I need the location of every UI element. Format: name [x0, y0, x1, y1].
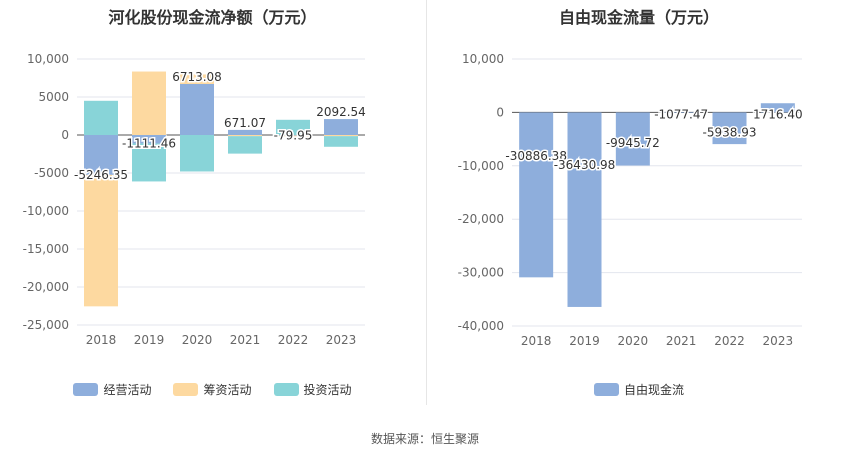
legend-item[interactable]: 筹资活动 — [173, 381, 252, 398]
bar-筹资活动 — [228, 135, 262, 137]
bar-筹资活动 — [276, 135, 310, 137]
legend-label: 自由现金流 — [623, 383, 684, 397]
y-tick-label: 0 — [61, 128, 69, 142]
data-label: -30886.38 — [505, 149, 567, 163]
free-cash-flow-chart-title: 自由现金流量（万元） — [558, 8, 719, 27]
bar-投资活动 — [132, 143, 166, 182]
y-tick-label: 10,000 — [27, 52, 69, 66]
x-tick-label: 2018 — [521, 334, 552, 348]
bar-自由现金流 — [664, 112, 699, 113]
bar-筹资活动 — [180, 74, 214, 84]
bar-投资活动 — [276, 119, 310, 135]
bar-经营活动 — [324, 119, 358, 135]
free-cash-flow-legend: 自由现金流 — [428, 381, 850, 398]
y-tick-label: 5000 — [38, 90, 69, 104]
x-tick-label: 2023 — [326, 333, 357, 347]
x-tick-label: 2022 — [278, 333, 309, 347]
y-tick-label: -30,000 — [458, 266, 504, 280]
data-label: -1111.46 — [122, 136, 176, 150]
x-tick-label: 2019 — [134, 333, 165, 347]
data-label: -9945.72 — [606, 136, 660, 150]
y-tick-label: 0 — [496, 105, 504, 119]
y-tick-label: -15,000 — [23, 242, 69, 256]
bar-投资活动 — [324, 136, 358, 147]
legend-swatch — [173, 383, 199, 396]
legend-label: 筹资活动 — [203, 383, 252, 397]
x-tick-label: 2023 — [763, 334, 794, 348]
cash-flow-chart: 10,000 5000 0 -5000 -10,000 -15,000 -20,000 -25… — [23, 52, 368, 347]
y-tick-label: -20,000 — [23, 280, 69, 294]
data-label: 1716.40 — [753, 107, 803, 121]
bar-投资活动 — [180, 135, 214, 172]
legend-swatch — [73, 383, 99, 396]
bar-自由现金流 — [712, 112, 747, 145]
bar-筹资活动 — [132, 71, 166, 135]
x-tick-label: 2021 — [230, 333, 261, 347]
data-source-note: 数据来源：恒生聚源 — [370, 432, 479, 446]
cash-flow-chart-panel: 河化股份现金流净额（万元） 10,000 5000 0 -5000 -10,000 -15… — [0, 0, 425, 400]
data-label: 671.07 — [224, 116, 266, 130]
legend-item[interactable]: 自由现金流 — [593, 381, 684, 398]
bar-经营活动 — [84, 135, 118, 175]
data-label: -5938.93 — [703, 125, 757, 139]
bar-筹资活动 — [324, 135, 358, 137]
x-tick-label: 2020 — [182, 333, 213, 347]
legend-item[interactable]: 投资活动 — [273, 381, 352, 398]
bar-经营活动 — [132, 135, 166, 144]
y-tick-label: -10,000 — [458, 159, 504, 173]
data-label: 2092.54 — [316, 105, 366, 119]
free-cash-flow-chart: 10,000 0 -10,000 -20,000 -30,000 -40,000 2018 2… — [458, 52, 804, 348]
x-tick-label: 2022 — [714, 334, 745, 348]
bar-自由现金流 — [615, 112, 650, 166]
bar-投资活动 — [228, 136, 262, 154]
y-tick-label: -40,000 — [458, 319, 504, 333]
bar-经营活动 — [228, 129, 262, 135]
legend-swatch — [593, 383, 619, 396]
bar-经营活动 — [180, 83, 214, 135]
legend-item[interactable]: 经营活动 — [73, 381, 151, 398]
y-tick-label: -10,000 — [23, 204, 69, 218]
y-tick-label: -5000 — [34, 166, 69, 180]
data-label: -36430.98 — [554, 158, 616, 172]
free-cash-flow-chart-panel: 自由现金流量（万元） 10,000 0 -10,000 -20,000 -30,000 -… — [428, 0, 850, 400]
data-label: -5246.35 — [74, 168, 128, 182]
y-tick-label: -20,000 — [458, 212, 504, 226]
cash-flow-legend: 经营活动 筹资活动 投资活动 — [0, 381, 425, 398]
bar-自由现金流 — [519, 112, 554, 278]
legend-label: 投资活动 — [303, 383, 352, 397]
panel-divider — [426, 0, 427, 405]
legend-label: 经营活动 — [103, 383, 152, 397]
x-tick-label: 2019 — [569, 334, 600, 348]
data-label: 6713.08 — [172, 70, 222, 84]
y-tick-label: 10,000 — [462, 52, 504, 66]
y-tick-label: -25,000 — [23, 318, 69, 332]
data-label: -79.95 — [274, 129, 313, 143]
x-tick-label: 2018 — [86, 333, 117, 347]
data-label: -1077.47 — [654, 107, 708, 121]
bar-自由现金流 — [567, 112, 602, 307]
bar-经营活动 — [276, 135, 310, 136]
legend-swatch — [273, 383, 299, 396]
bar-投资活动 — [84, 100, 118, 135]
cash-flow-chart-title: 河化股份现金流净额（万元） — [108, 8, 317, 27]
bar-自由现金流 — [760, 103, 795, 113]
x-tick-label: 2021 — [666, 334, 697, 348]
x-tick-label: 2020 — [618, 334, 649, 348]
bar-筹资活动 — [84, 174, 118, 307]
